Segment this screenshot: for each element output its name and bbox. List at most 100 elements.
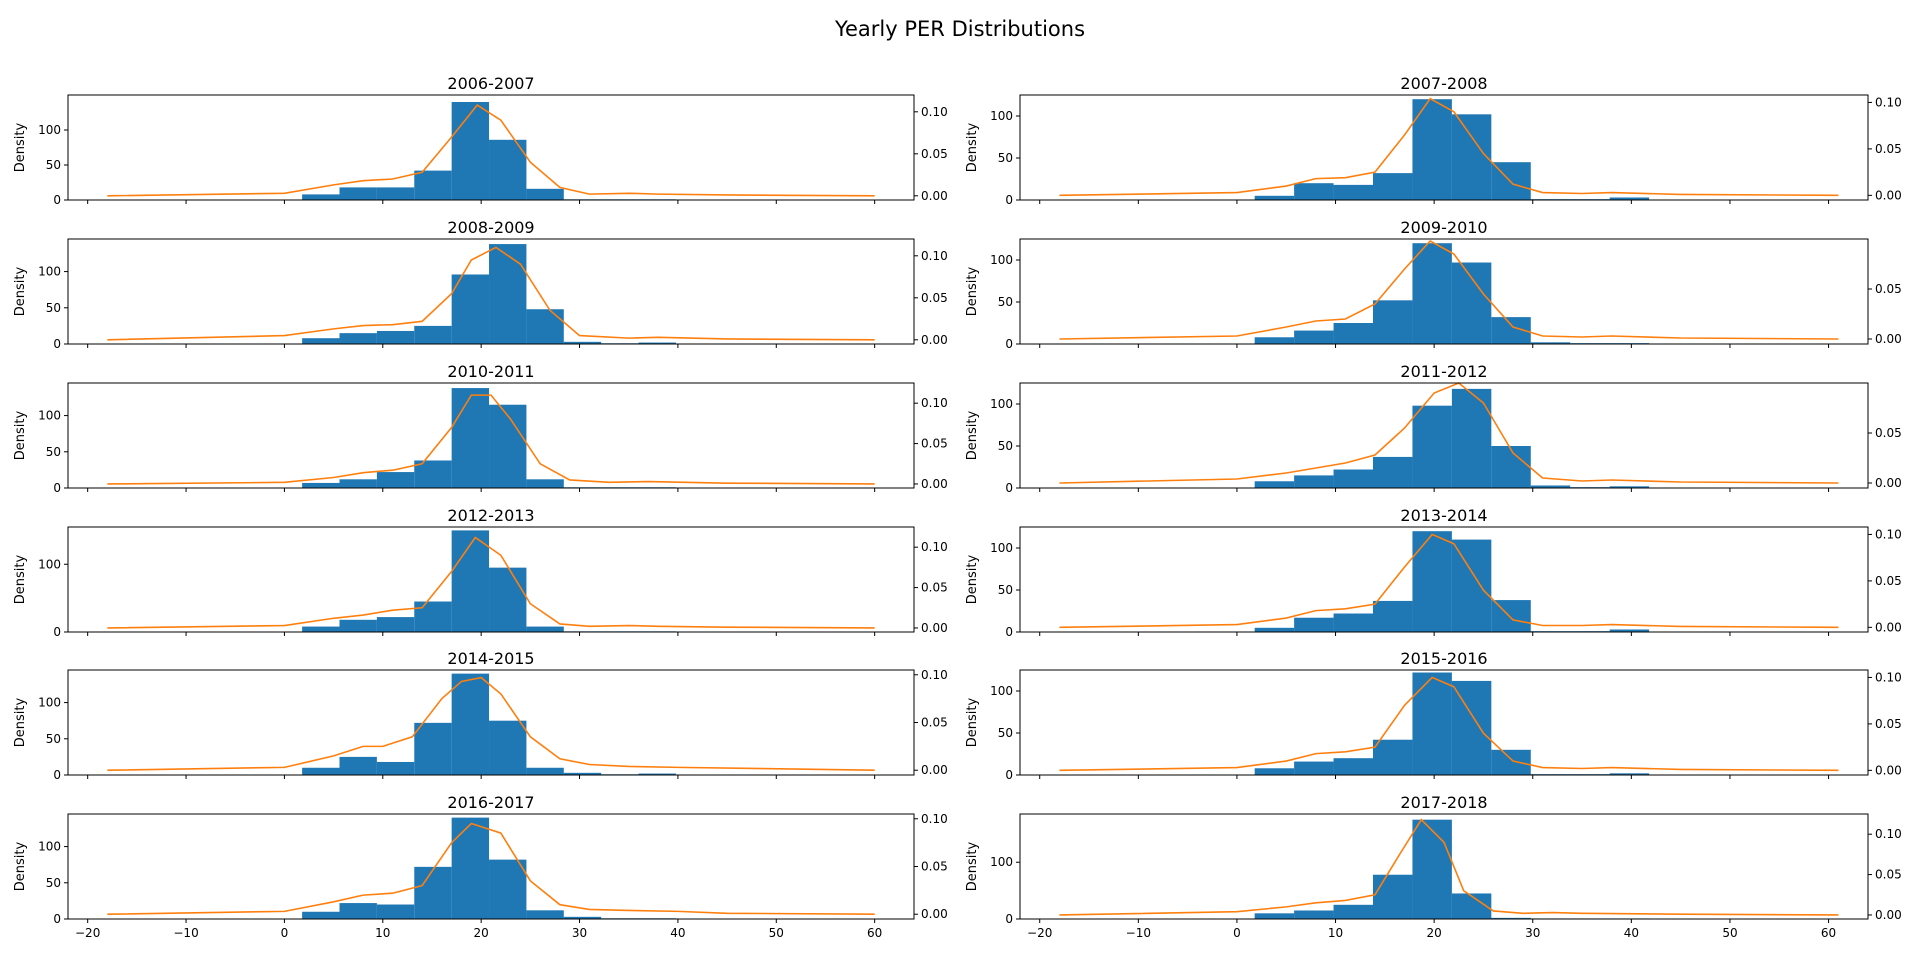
subplot-2014-2015: 0 50 100 0.00 0.05 0.10 Density 2014-2015 xyxy=(13,649,948,782)
kde-line xyxy=(1059,97,1839,197)
x-tick-label: 40 xyxy=(670,926,685,940)
y-tick-label: 50 xyxy=(998,151,1013,165)
y2-tick-label: 0.05 xyxy=(1875,868,1902,882)
x-tick-label: −10 xyxy=(1126,926,1151,940)
subplot-2006-2007: 0 50 100 0.00 0.05 0.10 Density 2006-2007 xyxy=(13,74,948,207)
x-tick-label: 10 xyxy=(375,926,390,940)
hist-bar xyxy=(489,720,527,775)
y2-tick-label: 0.10 xyxy=(921,105,948,119)
hist-bar xyxy=(1451,114,1492,200)
y-tick-label: 50 xyxy=(46,732,61,746)
subplot-title: 2008-2009 xyxy=(447,218,534,237)
subplot-title: 2009-2010 xyxy=(1400,218,1487,237)
y2-tick-label: 0.05 xyxy=(921,291,948,305)
hist-bar xyxy=(638,773,676,775)
subplot-2015-2016: 0 50 100 0.00 0.05 0.10 Density 2015-2016 xyxy=(965,649,1902,782)
hist-bar xyxy=(1491,446,1531,488)
hist-bar xyxy=(1609,629,1650,632)
y-tick-label: 50 xyxy=(998,726,1013,740)
subplot-2010-2011: 0 50 100 0.00 0.05 0.10 Density 2010-2011 xyxy=(13,362,948,495)
hist-bar xyxy=(302,767,340,775)
y2-tick-label: 0.05 xyxy=(1875,574,1902,588)
y-axis-label: Density xyxy=(965,841,980,891)
subplot-2007-2008: 0 50 100 0.00 0.05 0.10 Density 2007-2008 xyxy=(965,74,1902,207)
kde-line xyxy=(1059,382,1839,484)
hist-bar xyxy=(376,187,415,200)
axes-frame xyxy=(1019,238,1869,345)
kde-line xyxy=(107,676,875,772)
x-tick-label: 0 xyxy=(281,926,289,940)
hist-bar xyxy=(1451,893,1492,919)
hist-bar xyxy=(451,388,490,488)
subplot-2017-2018: −20 −10 0 10 20 30 40 50 60 0 100 0.00 0.05 0.10 Densi… xyxy=(965,793,1902,940)
hist-bar xyxy=(1254,913,1295,919)
hist-bar xyxy=(1451,680,1492,775)
hist-bar xyxy=(1333,758,1374,775)
y2-tick-label: 0.00 xyxy=(1875,908,1902,922)
axes-frame xyxy=(67,526,915,633)
subplot-title: 2015-2016 xyxy=(1400,649,1487,668)
y2-tick-label: 0.10 xyxy=(1875,527,1902,541)
y-tick-label: 0 xyxy=(53,912,61,926)
hist-bar xyxy=(376,904,415,919)
y-tick-label: 0 xyxy=(1005,337,1013,351)
hist-bar xyxy=(1373,173,1413,200)
hist-bar xyxy=(1412,531,1452,632)
y-tick-label: 0 xyxy=(53,481,61,495)
hist-bar xyxy=(1373,300,1413,344)
x-tick-label: −20 xyxy=(1027,926,1052,940)
hist-bar xyxy=(451,274,490,344)
hist-bar xyxy=(526,626,564,632)
hist-bar xyxy=(414,866,452,919)
y-axis-label: Density xyxy=(965,410,980,460)
hist-bar xyxy=(414,722,452,775)
y2-tick-label: 0.00 xyxy=(921,189,948,203)
hist-bar xyxy=(1412,819,1452,919)
y2-tick-label: 0.05 xyxy=(1875,142,1902,156)
y-axis-label: Density xyxy=(13,697,28,747)
hist-bar xyxy=(1254,768,1295,775)
hist-bar xyxy=(563,772,602,775)
hist-bar xyxy=(302,911,340,919)
subplot-2012-2013: 0 100 0.00 0.05 0.10 Density 2012-2013 xyxy=(13,506,948,639)
hist-bar xyxy=(1412,99,1452,200)
hist-bar xyxy=(563,341,602,344)
y-tick-label: 50 xyxy=(998,583,1013,597)
y2-tick-label: 0.10 xyxy=(921,668,948,682)
subplot-title: 2012-2013 xyxy=(447,506,534,525)
y2-tick-label: 0.00 xyxy=(921,477,948,491)
y-tick-label: 0 xyxy=(53,768,61,782)
x-tick-label: 30 xyxy=(1525,926,1540,940)
x-tick-label: −10 xyxy=(173,926,198,940)
y2-tick-label: 0.10 xyxy=(1875,95,1902,109)
subplot-2016-2017: −20 −10 0 10 20 30 40 50 60 0 50 100 0.00 0.05 0.10 Den… xyxy=(13,793,948,940)
hist-bar xyxy=(1254,195,1295,200)
y2-tick-label: 0.00 xyxy=(1875,332,1902,346)
subplot-2008-2009: 0 50 100 0.00 0.05 0.10 Density 2008-2009 xyxy=(13,218,948,351)
y-tick-label: 0 xyxy=(1005,481,1013,495)
hist-bar xyxy=(1333,469,1374,488)
hist-bar xyxy=(526,188,564,200)
subplot-title: 2011-2012 xyxy=(1400,362,1487,381)
y-tick-label: 50 xyxy=(998,295,1013,309)
hist-bar xyxy=(526,479,564,488)
subplot-title: 2014-2015 xyxy=(447,649,534,668)
hist-bar xyxy=(1254,481,1295,488)
kde-line xyxy=(1059,676,1839,772)
axes-frame xyxy=(1019,526,1869,633)
hist-bar xyxy=(302,482,340,488)
hist-bar xyxy=(1412,405,1452,488)
y-axis-label: Density xyxy=(13,266,28,316)
y-axis-label: Density xyxy=(965,697,980,747)
subplot-grid: 0501000.000.050.10Density2006-2007050100… xyxy=(13,74,1902,940)
axes-frame xyxy=(1019,813,1869,920)
x-tick-label: 50 xyxy=(1722,926,1737,940)
hist-bar xyxy=(1294,330,1334,344)
kde-line xyxy=(107,104,875,197)
y2-tick-label: 0.05 xyxy=(1875,426,1902,440)
hist-bar xyxy=(1609,197,1650,200)
kde-line xyxy=(107,536,875,629)
subplot-2009-2010: 0 50 100 0.00 0.05 Density 2009-2010 xyxy=(965,218,1902,351)
y2-tick-label: 0.00 xyxy=(1875,476,1902,490)
y-axis-label: Density xyxy=(13,554,28,604)
